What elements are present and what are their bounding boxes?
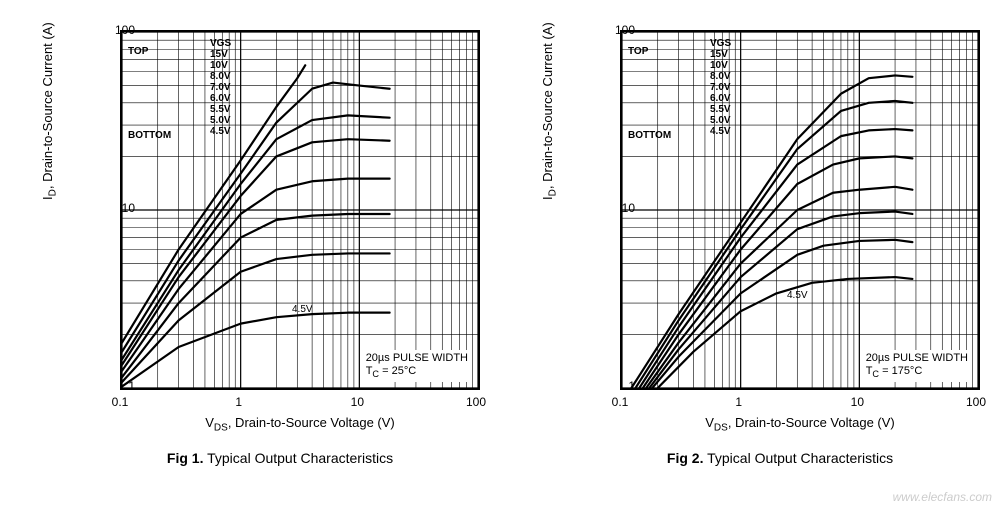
vgs-val-4: 6.0V (710, 93, 731, 104)
x-tick: 1 (735, 395, 742, 409)
bottom-label: BOTTOM (628, 130, 671, 141)
vgs-val-2: 8.0V (210, 71, 231, 82)
x-tick: 100 (466, 395, 486, 409)
x-tick: 1 (235, 395, 242, 409)
vgs-val-7: 4.5V (210, 126, 231, 137)
vgs-val-0: 15V (210, 49, 228, 60)
vgs-val-0: 15V (710, 49, 728, 60)
y-tick: 10 (595, 201, 635, 215)
pulse-text: 20µs PULSE WIDTH TC = 175°C (862, 350, 972, 382)
vgs-val-5: 5.5V (710, 104, 731, 115)
y-tick: 1 (95, 379, 135, 393)
vgs-label: VGS (210, 38, 231, 49)
y-axis-label: ID, Drain-to-Source Current (A) (540, 22, 559, 200)
y-tick: 10 (95, 201, 135, 215)
figure-2-panel: ID, Drain-to-Source Current (A) TOP BOTT… (560, 20, 1000, 460)
vgs-label: VGS (710, 38, 731, 49)
vgs-val-6: 5.0V (710, 115, 731, 126)
vgs-val-3: 7.0V (210, 82, 231, 93)
curve-label-45v: 4.5V (292, 304, 313, 315)
y-tick: 100 (95, 23, 135, 37)
watermark: www.elecfans.com (893, 490, 992, 504)
x-tick: 0.1 (112, 395, 129, 409)
y-tick: 1 (595, 379, 635, 393)
top-label: TOP (128, 46, 148, 57)
fig1-caption: Fig 1. Typical Output Characteristics (60, 450, 500, 466)
y-axis-label: ID, Drain-to-Source Current (A) (40, 22, 59, 200)
x-tick: 10 (851, 395, 864, 409)
pulse-text: 20µs PULSE WIDTH TC = 25°C (362, 350, 472, 382)
vgs-val-6: 5.0V (210, 115, 231, 126)
top-label: TOP (628, 46, 648, 57)
x-axis-label: VDS, Drain-to-Source Voltage (V) (620, 415, 980, 434)
x-tick: 0.1 (612, 395, 629, 409)
vgs-val-3: 7.0V (710, 82, 731, 93)
figure-1-panel: ID, Drain-to-Source Current (A) TOP BOTT… (60, 20, 500, 460)
vgs-val-1: 10V (210, 60, 228, 71)
x-tick: 10 (351, 395, 364, 409)
vgs-val-5: 5.5V (210, 104, 231, 115)
curve-label-45v: 4.5V (787, 290, 808, 301)
fig2-caption: Fig 2. Typical Output Characteristics (560, 450, 1000, 466)
bottom-label: BOTTOM (128, 130, 171, 141)
vgs-val-4: 6.0V (210, 93, 231, 104)
vgs-val-2: 8.0V (710, 71, 731, 82)
vgs-val-7: 4.5V (710, 126, 731, 137)
vgs-val-1: 10V (710, 60, 728, 71)
fig1-plot: TOP BOTTOM VGS 15V 10V 8.0V 7.0V 6.0V 5.… (120, 30, 480, 390)
x-axis-label: VDS, Drain-to-Source Voltage (V) (120, 415, 480, 434)
fig2-plot: TOP BOTTOM VGS 15V 10V 8.0V 7.0V 6.0V 5.… (620, 30, 980, 390)
x-tick: 100 (966, 395, 986, 409)
y-tick: 100 (595, 23, 635, 37)
